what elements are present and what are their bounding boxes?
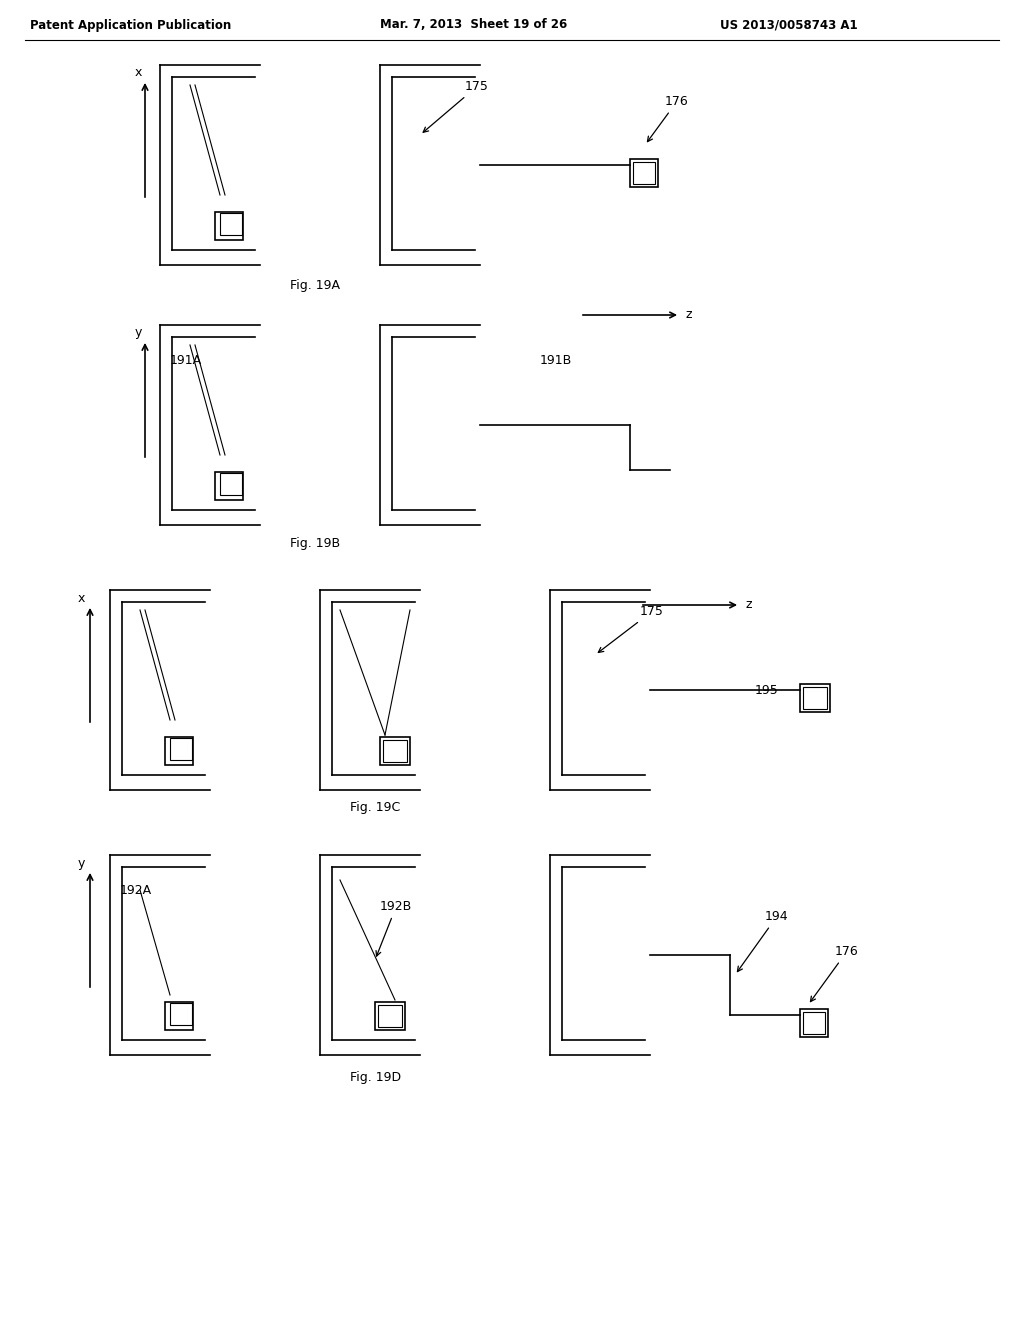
Text: 192A: 192A bbox=[120, 883, 153, 896]
Bar bbox=[630, 158, 658, 187]
Bar bbox=[800, 684, 830, 711]
Bar bbox=[215, 213, 243, 240]
Text: 176: 176 bbox=[647, 95, 689, 141]
Text: Patent Application Publication: Patent Application Publication bbox=[30, 18, 231, 32]
Text: Fig. 19A: Fig. 19A bbox=[290, 279, 340, 292]
Text: 194: 194 bbox=[737, 909, 788, 972]
Text: Mar. 7, 2013  Sheet 19 of 26: Mar. 7, 2013 Sheet 19 of 26 bbox=[380, 18, 567, 32]
Text: 192B: 192B bbox=[376, 900, 413, 956]
Text: x: x bbox=[78, 591, 85, 605]
Bar bbox=[378, 1005, 402, 1027]
Text: US 2013/0058743 A1: US 2013/0058743 A1 bbox=[720, 18, 858, 32]
Bar bbox=[220, 473, 242, 495]
Bar bbox=[380, 737, 410, 766]
Text: 175: 175 bbox=[598, 605, 664, 652]
Bar bbox=[803, 1012, 825, 1034]
Text: z: z bbox=[685, 309, 691, 322]
Bar bbox=[170, 1003, 193, 1026]
Bar bbox=[633, 162, 655, 183]
Text: 175: 175 bbox=[423, 81, 488, 132]
Bar bbox=[803, 686, 827, 709]
Text: Fig. 19D: Fig. 19D bbox=[350, 1071, 401, 1084]
Text: x: x bbox=[135, 66, 142, 78]
Text: 176: 176 bbox=[810, 945, 859, 1002]
Bar bbox=[800, 1008, 828, 1038]
Text: z: z bbox=[746, 598, 753, 611]
Bar bbox=[220, 213, 242, 235]
Text: 195: 195 bbox=[755, 684, 778, 697]
Bar bbox=[383, 741, 407, 762]
Text: Fig. 19B: Fig. 19B bbox=[290, 536, 340, 549]
Bar bbox=[165, 1002, 193, 1030]
Bar bbox=[165, 737, 193, 766]
Bar bbox=[375, 1002, 406, 1030]
Text: Fig. 19C: Fig. 19C bbox=[350, 801, 400, 814]
Bar bbox=[215, 473, 243, 500]
Text: y: y bbox=[135, 326, 142, 339]
Bar bbox=[170, 738, 193, 760]
Text: 191A: 191A bbox=[170, 354, 202, 367]
Text: y: y bbox=[78, 857, 85, 870]
Text: 191B: 191B bbox=[540, 354, 572, 367]
